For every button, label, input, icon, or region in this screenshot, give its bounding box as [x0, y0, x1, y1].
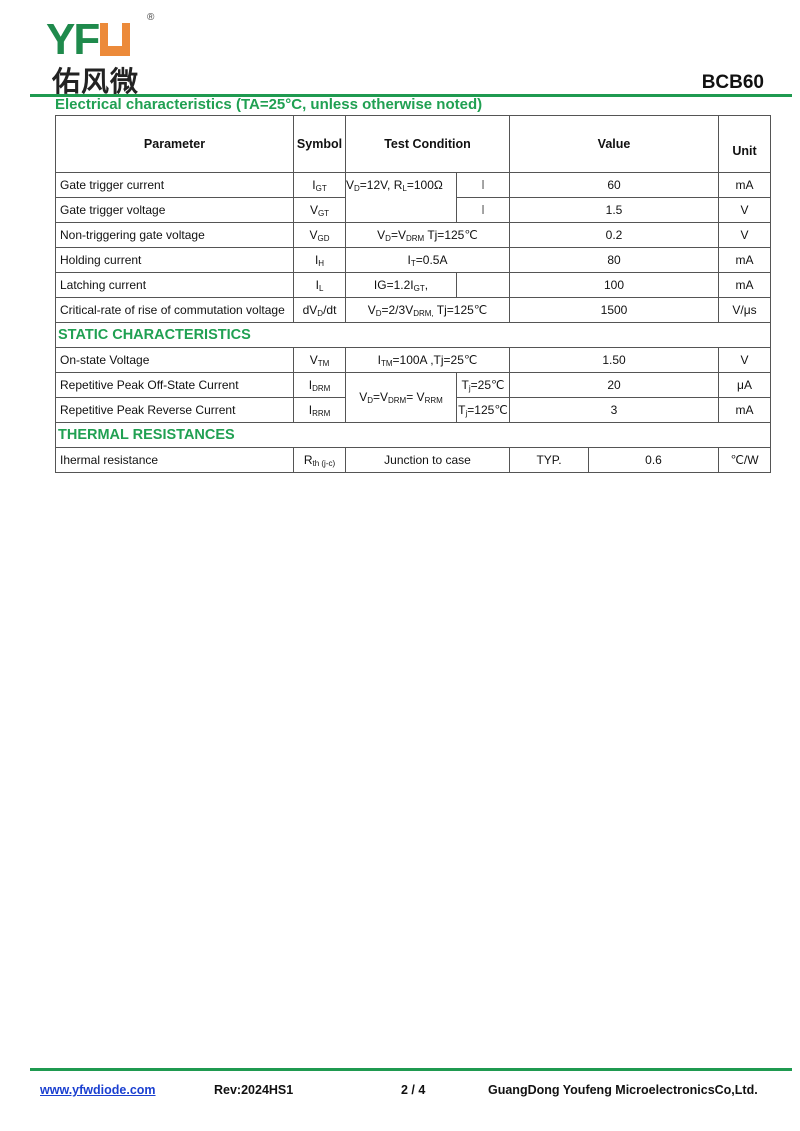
temperature-cell: Tj=125℃ [456, 397, 510, 423]
website-link[interactable]: www.yfwdiode.com [40, 1083, 156, 1097]
value-cell: 0.6 [587, 447, 720, 473]
value-cell: 100 [508, 272, 720, 298]
value-cell: 1500 [508, 297, 720, 323]
symbol-cell: VGD [293, 222, 346, 248]
header-symbol: Symbol [293, 115, 346, 173]
symbol-cell: VGT [293, 197, 346, 223]
parameter-cell: Ihermal resistance [55, 447, 294, 473]
company-name: GuangDong Youfeng MicroelectronicsCo,Ltd… [488, 1083, 758, 1097]
header-divider [30, 94, 792, 97]
condition-cell: VD=2/3VDRM, Tj=125℃ [345, 297, 510, 323]
static-characteristics-title: STATIC CHARACTERISTICS [54, 322, 772, 348]
unit-cell: V [718, 347, 772, 373]
section-row-thermal: THERMAL RESISTANCES [54, 422, 772, 448]
typ-cell: TYP. [509, 447, 589, 473]
table-row: Repetitive Peak Off-State Current IDRM V… [55, 372, 772, 423]
table-row: Critical-rate of rise of commutation vol… [55, 297, 772, 323]
header-test-condition: Test Condition [345, 115, 510, 173]
table-row: Gate trigger current IGT VD=12V, RL=100Ω… [55, 172, 772, 223]
value-cell: 1.5 [508, 197, 720, 223]
table-row: Repetitive Peak Reverse Current IRRM Tj=… [55, 397, 772, 423]
parameter-cell: Repetitive Peak Off-State Current [55, 372, 294, 398]
parameter-cell: Non-triggering gate voltage [55, 222, 294, 248]
value-cell: 20 [508, 372, 720, 398]
registered-mark: ® [147, 12, 155, 23]
unit-cell: V/μs [718, 297, 772, 323]
symbol-cell: IL [293, 272, 346, 298]
symbol-cell: IRRM [293, 397, 346, 423]
symbol-cell: IGT [293, 172, 346, 198]
value-cell: 60 [508, 172, 720, 198]
value-cell: 1.50 [508, 347, 720, 373]
symbol-cell: IH [293, 247, 346, 273]
thermal-resistances-title: THERMAL RESISTANCES [54, 422, 772, 448]
symbol-cell: IDRM [293, 372, 346, 398]
unit-cell: mA [718, 272, 772, 298]
symbol-cell: VTM [293, 347, 346, 373]
revision: Rev:2024HS1 [214, 1083, 294, 1097]
unit-cell: ℃/W [718, 447, 772, 473]
unit-cell: V [718, 197, 772, 223]
symbol-cell: dVD/dt [293, 297, 346, 323]
characteristics-table: Parameter Symbol Test Condition Value Un… [54, 115, 772, 473]
parameter-cell: Gate trigger current [55, 172, 294, 198]
parameter-cell: On-state Voltage [55, 347, 294, 373]
parameter-cell: Repetitive Peak Reverse Current [55, 397, 294, 423]
condition-cell: VD=VDRM Tj=125℃ [345, 222, 510, 248]
parameter-cell: Latching current [55, 272, 294, 298]
value-cell: 0.2 [508, 222, 720, 248]
condition-cell: IT=0.5A [345, 247, 510, 273]
quadrant-cell: Ⅰ [456, 197, 510, 223]
page-number: 2 / 4 [401, 1083, 426, 1097]
table-row: Ihermal resistance Rth (j-c) Junction to… [55, 447, 772, 473]
footer-divider [30, 1068, 792, 1071]
parameter-cell: Holding current [55, 247, 294, 273]
part-number: BCB60 [701, 72, 764, 93]
unit-cell: mA [718, 172, 772, 198]
value-cell: 80 [508, 247, 720, 273]
section-title: Electrical characteristics (TA=25°C, unl… [55, 96, 483, 113]
condition-cell: Junction to case [345, 447, 510, 473]
unit-cell: mA [718, 247, 772, 273]
symbol-cell: Rth (j-c) [293, 447, 346, 473]
table-header: Parameter Symbol Test Condition Value Un… [55, 115, 772, 173]
table-row: Latching current IL IG=1.2IGT, 100 mA [55, 272, 772, 298]
quadrant-cell: Ⅰ [456, 172, 510, 198]
condition-cell: VD=12V, RL=100Ω [345, 172, 457, 223]
unit-cell: μA [718, 372, 772, 398]
header-unit: Unit [718, 115, 772, 173]
temperature-cell: Tj=25℃ [456, 372, 510, 398]
condition-cell: IG=1.2IGT, [345, 272, 457, 298]
unit-cell: mA [718, 397, 772, 423]
table-row: Holding current IH IT=0.5A 80 mA [55, 247, 772, 273]
condition-cell: VD=VDRM= VRRM [345, 372, 457, 423]
table-row: Non-triggering gate voltage VGD VD=VDRM … [55, 222, 772, 248]
table-row: Gate trigger voltage VGT Ⅰ 1.5 V [55, 197, 772, 223]
parameter-cell: Critical-rate of rise of commutation vol… [55, 297, 294, 323]
logo-chinese: 佑风微 [52, 65, 140, 98]
table-row: On-state Voltage VTM ITM=100A ,Tj=25℃ 1.… [55, 347, 772, 373]
section-row-static: STATIC CHARACTERISTICS [54, 322, 772, 348]
header-parameter: Parameter [55, 115, 294, 173]
header-value: Value [508, 115, 720, 173]
value-cell: 3 [508, 397, 720, 423]
condition-cell: ITM=100A ,Tj=25℃ [345, 347, 510, 373]
unit-cell: V [718, 222, 772, 248]
empty-cell [456, 272, 510, 298]
parameter-cell: Gate trigger voltage [55, 197, 294, 223]
logo-latin: YF [46, 18, 131, 62]
